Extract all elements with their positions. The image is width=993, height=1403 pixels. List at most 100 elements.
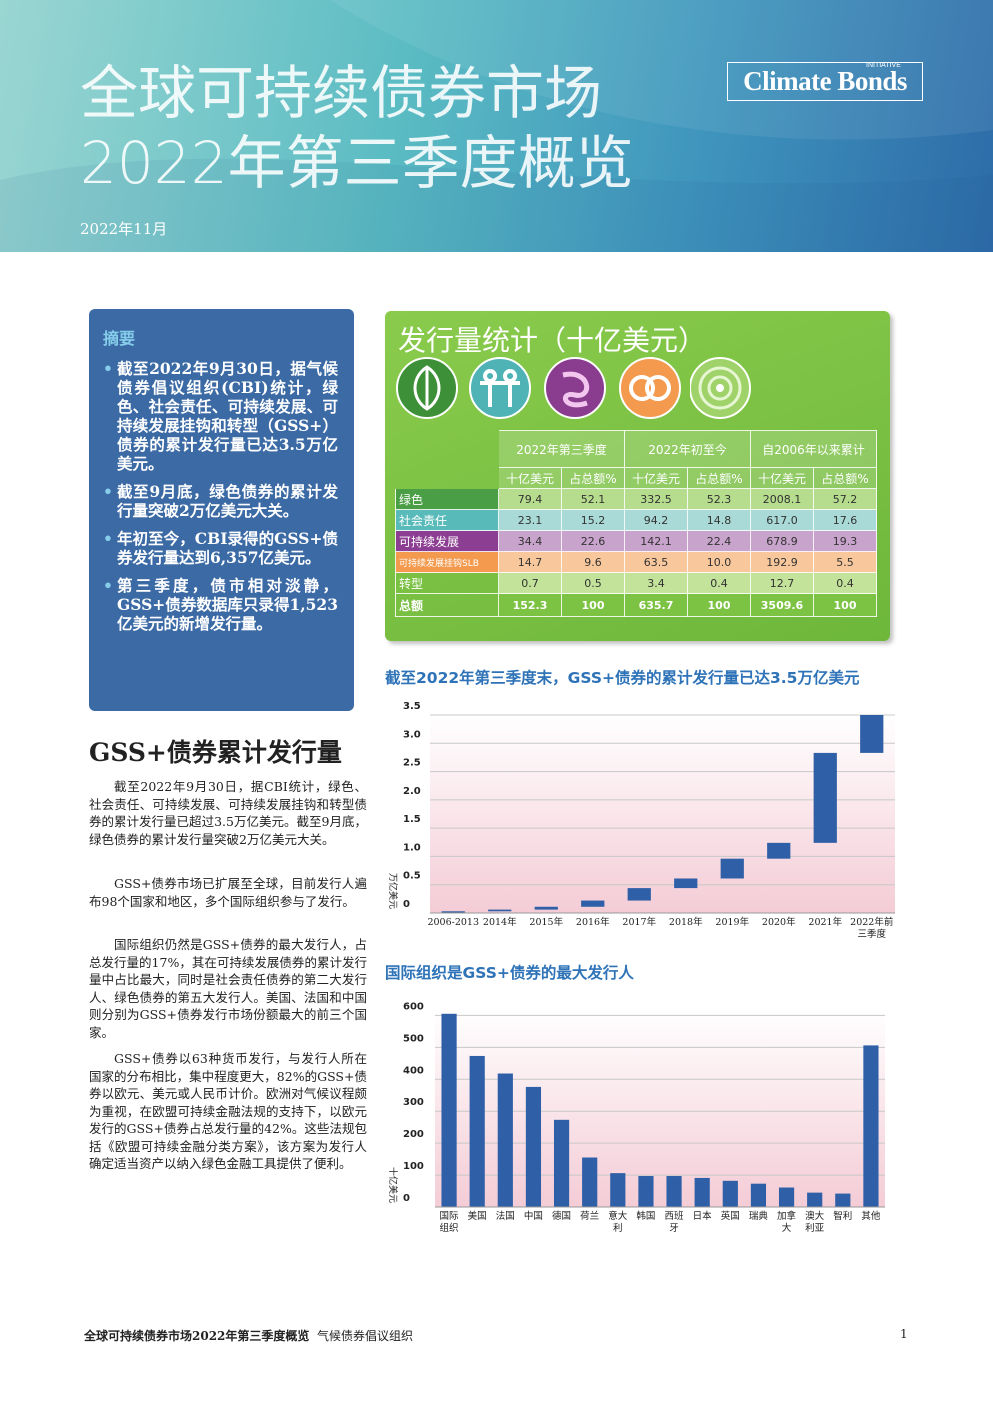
y-tick-label: 0 bbox=[403, 899, 410, 910]
waterfall-bar bbox=[534, 906, 558, 910]
stats-cell: 678.9 bbox=[750, 530, 814, 552]
y-axis-label: 十亿美元 bbox=[387, 1167, 399, 1203]
icon-swirl bbox=[562, 371, 590, 408]
stats-cell: 5.5 bbox=[813, 551, 877, 573]
row-label: 绿色 bbox=[395, 488, 499, 510]
bond-icons bbox=[396, 357, 681, 419]
x-tick-label: 英国 bbox=[720, 1211, 740, 1222]
corner-cell bbox=[396, 431, 499, 468]
x-tick-label: 2006-2013 bbox=[427, 917, 480, 928]
waterfall-bar bbox=[581, 900, 605, 907]
x-tick-label: 2017年 bbox=[622, 917, 657, 928]
icon-sustainable bbox=[544, 357, 606, 419]
bond-icons bbox=[690, 357, 751, 419]
stats-cell: 0.4 bbox=[813, 572, 877, 594]
unit-header: 十亿美元 bbox=[750, 467, 814, 489]
x-tick-label: 美国 bbox=[467, 1211, 487, 1222]
row-label: 可持续发展挂钩SLB bbox=[395, 551, 499, 573]
unit-header: 十亿美元 bbox=[498, 467, 562, 489]
unit-header: 十亿美元 bbox=[624, 467, 688, 489]
x-tick-label: 中国 bbox=[523, 1211, 543, 1222]
x-tick-label: 2016年 bbox=[575, 917, 610, 928]
stats-cell: 635.7 bbox=[624, 593, 688, 617]
chart-title: 截至2022年第三季度末，GSS+债券的累计发行量已达3.5万亿美元 bbox=[385, 669, 860, 687]
chart: 0 100 200 300 400 500 600 十亿美元 国际组织 美国 法国 中国 德国 荷兰 意大利… bbox=[385, 990, 900, 1245]
bar bbox=[497, 1073, 513, 1207]
logo-tag: INITIATIVE bbox=[866, 62, 901, 69]
x-tick-label: 国际组织 bbox=[439, 1211, 459, 1234]
icon-ring bbox=[645, 375, 671, 401]
stats-cell: 100 bbox=[813, 593, 877, 617]
x-tick-label: 澳大利亚 bbox=[805, 1211, 825, 1234]
y-axis-label: 万亿美元 bbox=[387, 873, 399, 909]
bar bbox=[694, 1177, 710, 1207]
footer-org: 气候债券倡议组织 bbox=[317, 1329, 414, 1343]
stats-row: 社会责任 23.1 15.2 94.2 14.8 617.0 17.6 bbox=[395, 509, 877, 531]
x-tick-label: 西班牙 bbox=[664, 1211, 684, 1234]
icon-social bbox=[469, 357, 531, 419]
x-tick-label: 加拿大 bbox=[777, 1211, 797, 1234]
stats-cell: 3.4 bbox=[624, 572, 688, 594]
stats-cell: 9.6 bbox=[561, 551, 625, 573]
stats-cell: 0.5 bbox=[561, 572, 625, 594]
x-tick-label: 2022年前三季度 bbox=[850, 917, 894, 940]
y-tick-label: 600 bbox=[403, 1001, 424, 1012]
header-decoration bbox=[0, 0, 993, 252]
x-tick-label: 德国 bbox=[552, 1211, 572, 1222]
title-line: 全球可持续债券市场 bbox=[80, 59, 603, 127]
y-tick-label: 1.0 bbox=[403, 842, 421, 853]
waterfall-bar bbox=[813, 752, 837, 843]
stats-cell: 15.2 bbox=[561, 509, 625, 531]
bar bbox=[638, 1176, 654, 1207]
period-row: 2022年第三季度 2022年初至今 自2006年以来累计 bbox=[396, 430, 877, 468]
icon-ring bbox=[698, 366, 742, 410]
stats-cell: 3509.6 bbox=[750, 593, 814, 617]
footer-title: 全球可持续债券市场2022年第三季度概览 bbox=[84, 1329, 310, 1343]
chart: 0 0.5 1.0 1.5 2.0 2.5 3.0 3.5 万亿美元 2006-2013 2014年… bbox=[385, 700, 900, 955]
stats-box: 发行量统计（十亿美元） 2022年第三季度 2022年初至今 自2006年以来累计十… bbox=[385, 311, 890, 641]
bar bbox=[525, 1086, 542, 1207]
stats-cell: 94.2 bbox=[624, 509, 688, 531]
bar bbox=[835, 1193, 851, 1207]
chart-svg: 0 0.5 1.0 1.5 2.0 2.5 3.0 3.5 万亿美元 bbox=[387, 701, 895, 914]
stats-cell: 34.4 bbox=[498, 530, 562, 552]
stats-row: 总额 152.3 100 635.7 100 3509.6 100 bbox=[395, 593, 877, 617]
stats-row: 绿色 79.4 52.1 332.5 52.3 2008.1 57.2 bbox=[395, 488, 877, 510]
row-label: 转型 bbox=[395, 572, 499, 594]
x-tick-label: 2018年 bbox=[668, 917, 703, 928]
x-tick-label: 瑞典 bbox=[748, 1211, 768, 1222]
header-shape bbox=[330, 0, 993, 140]
bar bbox=[441, 1013, 457, 1207]
stats-cell: 14.8 bbox=[687, 509, 751, 531]
row-label: 可持续发展 bbox=[395, 530, 499, 552]
x-tick-label: 智利 bbox=[833, 1211, 853, 1222]
waterfall-bar bbox=[674, 878, 698, 889]
chart-svg: 0 100 200 300 400 500 600 十亿美元 bbox=[387, 1001, 885, 1208]
stats-cell: 617.0 bbox=[750, 509, 814, 531]
bar bbox=[722, 1180, 738, 1207]
y-tick-label: 2.5 bbox=[403, 758, 421, 769]
bar bbox=[750, 1183, 767, 1207]
stats-cell: 192.9 bbox=[750, 551, 814, 573]
footer: 全球可持续债券市场2022年第三季度概览 气候债券倡议组织 bbox=[84, 1327, 413, 1344]
stats-cell: 2008.1 bbox=[750, 488, 814, 510]
icon-slb bbox=[619, 357, 681, 419]
page-number: 1 bbox=[900, 1327, 908, 1341]
y-tick-label: 300 bbox=[403, 1097, 424, 1108]
x-tick-label: 2015年 bbox=[529, 917, 564, 928]
logo: Climate Bonds bbox=[727, 62, 923, 101]
icon-people bbox=[480, 369, 520, 407]
stats-cell: 100 bbox=[561, 593, 625, 617]
x-tick-label: 其他 bbox=[861, 1211, 881, 1222]
summary-bullet: 截至2022年9月30日，据气候债券倡议组织(CBI)统计，绿色、社会责任、可持… bbox=[103, 359, 338, 473]
stats-cell: 52.3 bbox=[687, 488, 751, 510]
stats-cell: 332.5 bbox=[624, 488, 688, 510]
bar bbox=[863, 1045, 879, 1207]
x-tick-label: 2021年 bbox=[808, 917, 843, 928]
title-line: 2022年第三季度概览 bbox=[80, 129, 634, 197]
y-tick-label: 100 bbox=[403, 1161, 424, 1172]
corner-cell bbox=[396, 468, 499, 489]
stats-cell: 79.4 bbox=[498, 488, 562, 510]
paragraph: GSS+债券以63种货币发行，与发行人所在国家的分布相比，集中程度更大，82%的… bbox=[89, 1051, 367, 1171]
